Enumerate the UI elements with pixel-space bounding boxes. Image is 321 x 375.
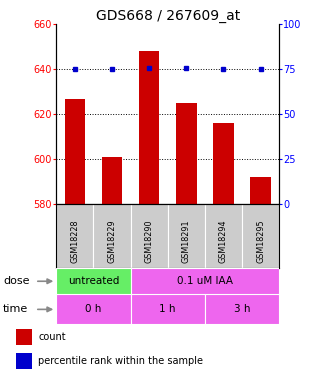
Bar [250,177,271,204]
Bar [56,294,131,324]
Text: 0 h: 0 h [85,304,101,314]
Bar [16,352,32,369]
Text: 1 h: 1 h [160,304,176,314]
Bar [93,204,131,268]
Bar [16,329,32,345]
Text: GSM18295: GSM18295 [256,219,265,263]
Text: 3 h: 3 h [234,304,250,314]
Text: 0.1 uM IAA: 0.1 uM IAA [177,276,233,286]
Text: GSM18228: GSM18228 [70,219,79,263]
Bar [205,294,279,324]
Bar [131,294,205,324]
Text: percentile rank within the sample: percentile rank within the sample [38,356,203,366]
Text: GSM18291: GSM18291 [182,219,191,263]
Bar [56,268,131,294]
Bar [131,268,279,294]
Bar [205,204,242,268]
Text: GSM18229: GSM18229 [108,219,117,263]
Bar [56,204,93,268]
Text: time: time [3,304,29,314]
Bar [242,204,279,268]
Bar [176,103,196,204]
Bar [139,51,159,204]
Bar [168,204,205,268]
Text: dose: dose [3,276,30,286]
Bar [131,204,168,268]
Text: count: count [38,333,66,342]
Text: untreated: untreated [68,276,119,286]
Bar [213,123,234,204]
Title: GDS668 / 267609_at: GDS668 / 267609_at [96,9,240,23]
Bar [102,157,122,204]
Bar [65,99,85,204]
Text: GSM18294: GSM18294 [219,219,228,263]
Text: GSM18290: GSM18290 [145,219,154,263]
